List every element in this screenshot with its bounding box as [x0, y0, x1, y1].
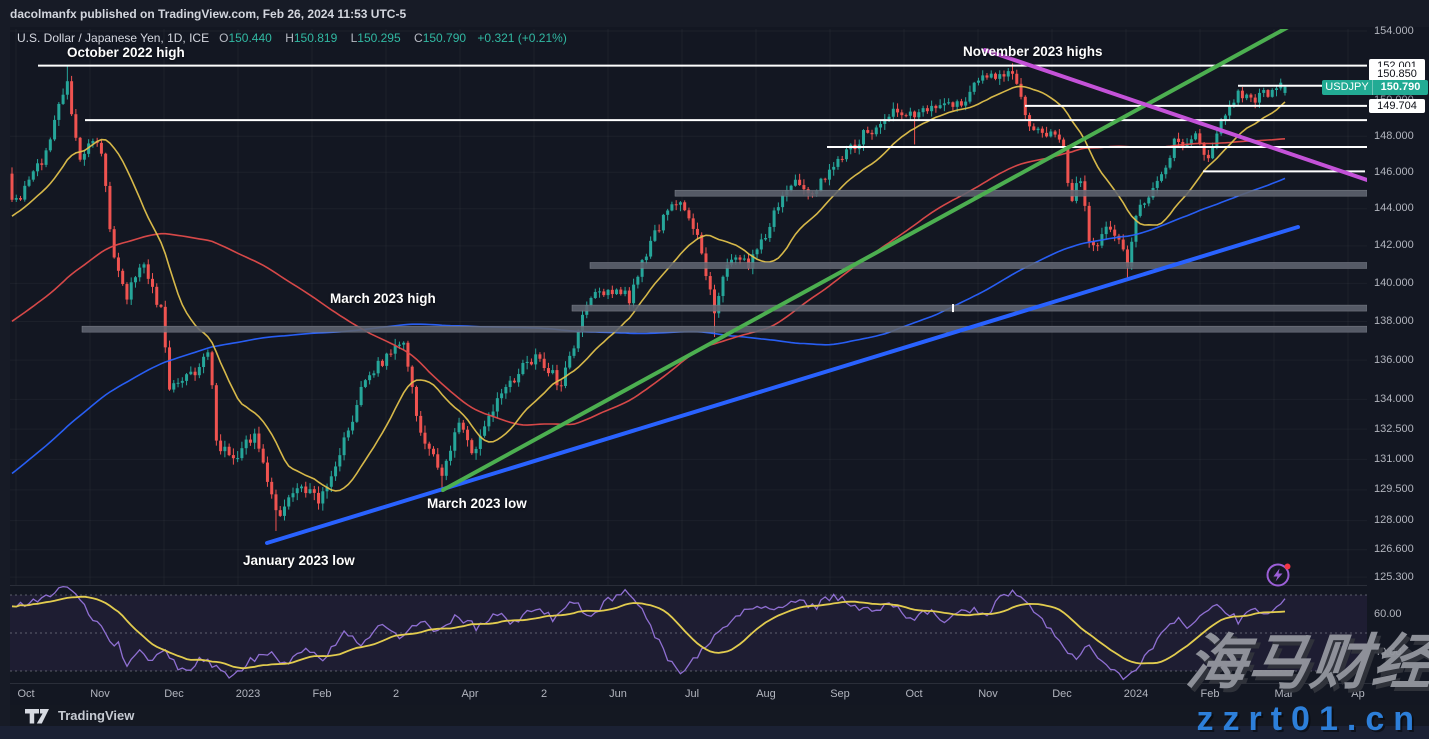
- time-axis-label: Sep: [830, 688, 850, 700]
- time-axis-label: Mar: [1274, 688, 1294, 700]
- annotation-november-2023-highs: November 2023 highs: [963, 44, 1103, 59]
- tradingview-logo-icon[interactable]: [24, 708, 50, 724]
- rsi-axis-label: 40.00: [1374, 645, 1402, 658]
- price-axis[interactable]: 150.000 152.001 150.850 149.704 154.0001…: [1367, 24, 1429, 683]
- time-axis-label: Nov: [90, 688, 110, 700]
- time-axis-label: Oct: [905, 688, 923, 700]
- time-axis-label: 2024: [1123, 688, 1149, 700]
- symbol-legend[interactable]: U.S. Dollar / Japanese Yen, 1D, ICE O150.…: [17, 31, 567, 45]
- axis-separator-horizontal: [10, 683, 1429, 684]
- time-axis-label: Oct: [17, 688, 35, 700]
- ohlc-open: O150.440: [219, 31, 272, 45]
- time-axis-label: 2: [392, 688, 400, 700]
- time-axis-label: Ap: [1351, 688, 1365, 700]
- time-axis[interactable]: Oct Nov Dec 2023 Feb 2 Apr 2 Jun Jul Aug Sep Oct Nov D…: [10, 683, 1429, 705]
- change-badge: +0.321 (+0.21%): [477, 31, 567, 45]
- ohlc-close: C150.790: [414, 31, 467, 45]
- price-axis-label: 140.000: [1374, 276, 1414, 289]
- current-price-tag: USDJPY 150.790: [1322, 80, 1428, 95]
- time-axis-label: Jul: [684, 688, 700, 700]
- watermark-url: zzrt01.cn: [1196, 700, 1423, 738]
- pane-separator[interactable]: [10, 585, 1367, 586]
- level-tag-149704: 149.704: [1369, 99, 1425, 113]
- price-axis-label: 154.000: [1374, 24, 1414, 37]
- price-axis-label: 128.000: [1374, 514, 1414, 527]
- publish-attribution: dacolmanfx published on TradingView.com,…: [10, 7, 407, 21]
- ohlc-high: H150.819: [285, 31, 338, 45]
- time-axis-label: Feb: [312, 688, 332, 700]
- price-axis-label: 138.000: [1374, 314, 1414, 327]
- time-axis-label: Dec: [1052, 688, 1072, 700]
- annotation-march-2023-high: March 2023 high: [330, 291, 436, 306]
- footer-bar: TradingView: [10, 705, 1429, 726]
- price-axis-label: 146.000: [1374, 165, 1414, 178]
- level-tag-150850: 150.850: [1369, 67, 1425, 81]
- annotation-january-2023-low: January 2023 low: [243, 553, 355, 568]
- price-axis-label: 142.000: [1374, 239, 1414, 252]
- price-axis-label: 129.500: [1374, 483, 1414, 496]
- current-price-value: 150.790: [1380, 81, 1421, 93]
- price-axis-label: 136.000: [1374, 353, 1414, 366]
- ohlc-low: L150.295: [350, 31, 401, 45]
- price-axis-label: 148.000: [1374, 129, 1414, 142]
- price-axis-label: 126.600: [1374, 543, 1414, 556]
- time-axis-label: Dec: [164, 688, 184, 700]
- time-axis-label: 2023: [235, 688, 261, 700]
- time-axis-label: Jun: [609, 688, 627, 700]
- price-axis-label: 131.000: [1374, 452, 1414, 465]
- annotation-october-2022-high: October 2022 high: [67, 45, 185, 60]
- tradingview-brand-text[interactable]: TradingView: [58, 708, 135, 723]
- time-axis-label: 2: [540, 688, 548, 700]
- current-price-symbol: USDJPY: [1322, 80, 1373, 95]
- rsi-axis-label: 60.00: [1374, 607, 1402, 620]
- price-axis-label: 134.000: [1374, 392, 1414, 405]
- price-axis-label: 144.000: [1374, 202, 1414, 215]
- publish-bar: dacolmanfx published on TradingView.com,…: [0, 0, 1429, 27]
- bottom-strip: [0, 726, 1429, 739]
- price-axis-label: 125.300: [1374, 570, 1414, 583]
- annotation-march-2023-low: March 2023 low: [427, 496, 527, 511]
- watermark-chinese: 海马财经: [1182, 629, 1429, 696]
- time-axis-label: Feb: [1200, 688, 1220, 700]
- time-axis-label: Aug: [756, 688, 776, 700]
- price-axis-label: 132.500: [1374, 422, 1414, 435]
- flash-refresh-icon[interactable]: [1263, 560, 1297, 597]
- symbol-title: U.S. Dollar / Japanese Yen, 1D, ICE: [17, 31, 210, 45]
- time-axis-label: Nov: [978, 688, 998, 700]
- time-axis-label: Apr: [461, 688, 479, 700]
